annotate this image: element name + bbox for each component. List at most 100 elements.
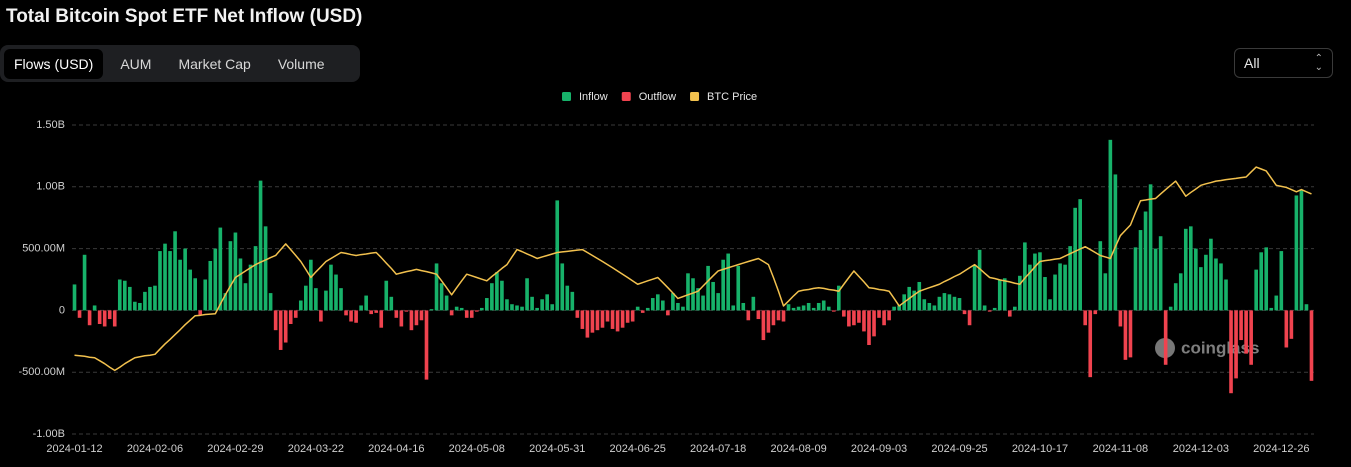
- bar: [1254, 269, 1258, 311]
- bar: [781, 310, 786, 322]
- bar: [263, 226, 268, 311]
- bar: [298, 300, 303, 311]
- x-tick-label: 2024-09-03: [851, 443, 907, 455]
- bar: [148, 286, 152, 311]
- bar: [1018, 275, 1022, 311]
- bar: [756, 310, 761, 320]
- bar: [897, 305, 901, 311]
- bar: [143, 291, 147, 311]
- bar: [1188, 226, 1193, 311]
- x-tick-label: 2024-07-18: [690, 443, 746, 455]
- tab[interactable]: Market Cap: [178, 55, 251, 72]
- bar: [1214, 258, 1218, 311]
- bar: [97, 310, 102, 324]
- bar: [485, 298, 489, 311]
- bar: [625, 310, 630, 323]
- legend-swatch: [690, 92, 700, 101]
- x-tick-label: 2024-10-17: [1012, 443, 1068, 455]
- bar: [324, 290, 328, 311]
- bar: [1128, 310, 1133, 358]
- bar: [640, 310, 645, 313]
- bar: [283, 310, 288, 343]
- bar: [1068, 246, 1072, 311]
- bar: [791, 307, 796, 311]
- bar: [1002, 278, 1007, 311]
- bar: [1224, 279, 1228, 311]
- bar: [1103, 273, 1108, 311]
- bar: [877, 310, 881, 318]
- bar: [887, 310, 891, 321]
- bar: [1143, 211, 1148, 311]
- bar: [560, 263, 565, 311]
- bar: [967, 310, 972, 326]
- bar: [932, 305, 937, 311]
- bar: [1289, 310, 1294, 339]
- bar: [1083, 310, 1088, 326]
- bar: [1173, 283, 1178, 311]
- bar: [379, 310, 384, 328]
- bar: [530, 296, 534, 311]
- bar: [1033, 253, 1037, 311]
- x-tick-label: 2024-11-08: [1093, 443, 1148, 455]
- bar: [676, 302, 680, 311]
- bar: [711, 281, 715, 311]
- bar: [681, 306, 685, 311]
- bar: [334, 274, 338, 311]
- bar: [82, 254, 87, 311]
- bar: [505, 299, 509, 311]
- bar: [605, 310, 610, 322]
- x-tick-label: 2024-12-03: [1173, 443, 1229, 455]
- x-tick-label: 2024-12-26: [1253, 443, 1309, 455]
- bar: [1178, 273, 1183, 311]
- bar: [158, 251, 162, 311]
- tab[interactable]: Volume: [277, 55, 325, 72]
- bar: [525, 278, 529, 311]
- legend-label: Outflow: [639, 91, 676, 103]
- bar: [726, 253, 731, 311]
- bar: [600, 310, 605, 328]
- legend-label: BTC Price: [707, 91, 757, 103]
- bar: [1048, 299, 1052, 311]
- bar: [354, 310, 358, 323]
- bar: [444, 295, 449, 311]
- bar: [771, 310, 776, 326]
- bar: [1229, 310, 1233, 394]
- bar: [555, 200, 560, 311]
- bar: [112, 310, 117, 327]
- bar: [1007, 310, 1012, 317]
- tab[interactable]: AUM: [120, 55, 152, 72]
- bar: [892, 306, 896, 311]
- bar: [575, 310, 580, 318]
- x-tick-label: 2024-05-31: [529, 443, 585, 455]
- bar: [796, 306, 801, 311]
- bar: [490, 283, 494, 311]
- y-tick-label: -500.00M: [19, 366, 65, 378]
- bar: [1088, 310, 1093, 378]
- bar: [309, 259, 313, 311]
- bar: [1023, 242, 1027, 311]
- bar: [399, 310, 404, 327]
- bar: [1259, 252, 1264, 311]
- bar: [917, 281, 922, 311]
- bar: [364, 295, 368, 311]
- tab[interactable]: Flows (USD): [4, 48, 104, 79]
- bar: [580, 310, 585, 329]
- bar: [570, 291, 575, 311]
- bar: [102, 310, 107, 327]
- range-select[interactable]: All ⌃ ⌄: [1234, 48, 1333, 78]
- bar: [1209, 238, 1213, 311]
- bar: [394, 310, 399, 318]
- bar: [1168, 306, 1173, 311]
- bar: [1013, 306, 1017, 311]
- bar: [1204, 254, 1208, 311]
- bar: [1093, 310, 1098, 315]
- bar: [816, 302, 821, 311]
- bar: [821, 300, 826, 311]
- bar: [721, 259, 725, 311]
- bar: [595, 310, 600, 331]
- bar: [550, 304, 555, 311]
- bar: [188, 269, 192, 311]
- bar: [1118, 310, 1123, 327]
- bar: [1299, 190, 1304, 311]
